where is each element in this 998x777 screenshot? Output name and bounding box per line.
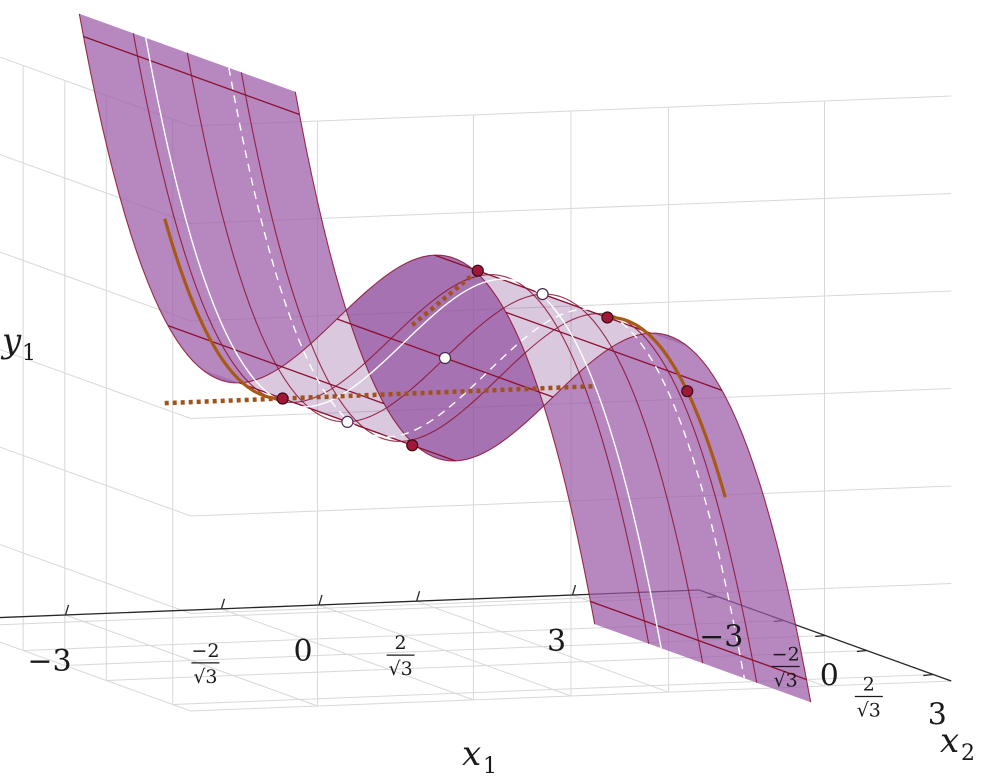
orange-curve <box>163 218 283 401</box>
x1-tick-label: 3 <box>547 624 566 659</box>
white-curve <box>145 37 662 649</box>
x1-tick <box>64 604 70 616</box>
x2-tick-frac-3-den: √3 <box>857 700 881 722</box>
red-point <box>276 392 289 405</box>
x1-tick-frac-3-num: 2 <box>395 632 407 654</box>
x1-tick-frac-1: −2√3 <box>191 640 219 688</box>
labels-layer: 151050-5-10-15−3−2√302√33−3−2√302√33 <box>27 620 947 733</box>
grid-left-y <box>0 446 191 517</box>
red-point <box>471 264 484 277</box>
red-curve-x2 <box>294 91 812 703</box>
x1-tick-label: 0 <box>293 634 312 669</box>
x2-tick-frac-3: 2√3 <box>854 674 883 722</box>
x2-tick-frac-1-num: −2 <box>772 644 800 666</box>
points-layer <box>276 264 694 452</box>
red-curve-x2 <box>132 33 650 644</box>
white-point <box>438 351 452 365</box>
orange-curve <box>607 315 727 498</box>
x1-tick-frac-1-num: −2 <box>191 640 219 662</box>
y1-axis-label-sub: 1 <box>22 341 36 366</box>
x2-tick <box>856 649 867 653</box>
x1-tick-label: −3 <box>27 644 71 679</box>
x1-tick <box>415 590 421 602</box>
x2-tick-label: 0 <box>820 659 839 694</box>
axis-title-layer: y 1 x 1 x 2 <box>0 321 975 777</box>
white-curve <box>228 67 745 679</box>
x1-tick <box>318 594 323 606</box>
red-point <box>681 385 694 398</box>
x2-tick-label: −3 <box>699 620 743 655</box>
x1-axis-label-sub: 1 <box>483 754 497 777</box>
curve-layer <box>78 13 812 703</box>
x1-axis-label: x <box>462 734 481 774</box>
grid-left-y <box>0 544 191 614</box>
red-point <box>601 311 614 324</box>
x2-tick-frac-3-num: 2 <box>863 674 875 696</box>
x2-axis-label-sub: 2 <box>961 741 975 766</box>
x2-tick-frac-1-den: √3 <box>774 670 798 692</box>
dotted-line <box>410 268 480 327</box>
x2-tick <box>923 673 934 677</box>
white-point <box>341 415 354 429</box>
y1-axis-label: y <box>0 321 22 361</box>
red-curve-x2 <box>78 13 596 625</box>
x2-tick-label: 3 <box>928 698 947 733</box>
x1-tick-frac-3: 2√3 <box>386 632 415 680</box>
x1-tick-frac-1-den: √3 <box>193 666 217 688</box>
x1-tick-frac-3-den: √3 <box>388 658 412 680</box>
red-point <box>406 439 419 452</box>
x2-tick <box>815 634 826 638</box>
red-curve-x2 <box>240 72 758 683</box>
x1-tick <box>220 598 226 610</box>
x2-axis-label: x <box>940 721 959 761</box>
x1-tick <box>571 584 577 596</box>
white-point <box>536 287 549 301</box>
x2-tick-frac-1: −2√3 <box>772 644 800 692</box>
